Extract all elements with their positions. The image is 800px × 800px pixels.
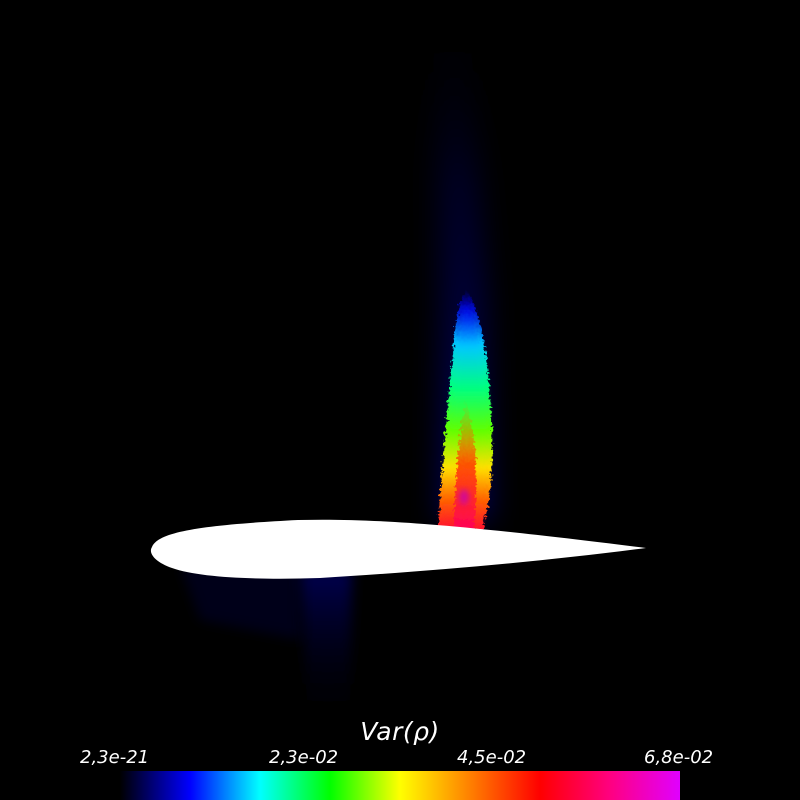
wake-region [180, 565, 352, 720]
colorbar-tick-min: 2,3e-21 [80, 747, 150, 768]
colorbar-tick-2: 2,3e-02 [269, 747, 339, 768]
variance-plume [438, 290, 493, 530]
colorbar [120, 771, 680, 800]
colorbar-tick-3: 4,5e-02 [457, 747, 527, 768]
colorbar-tick-max: 6,8e-02 [644, 747, 714, 768]
airfoil-shape [150, 519, 646, 579]
colorbar-title: Var(ρ) [360, 717, 440, 746]
